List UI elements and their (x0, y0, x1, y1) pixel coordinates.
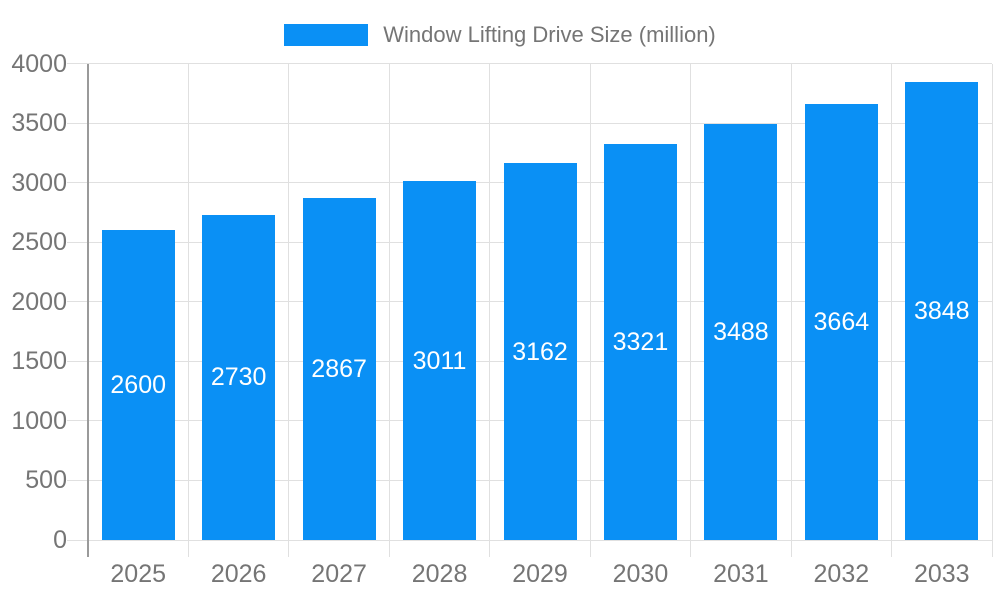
y-axis-tick (67, 182, 88, 184)
bar[interactable]: 3488 (704, 124, 778, 540)
x-axis-label: 2027 (311, 560, 367, 588)
bar-value-label: 3321 (612, 328, 669, 357)
y-axis-tick (67, 122, 88, 124)
bar[interactable]: 2867 (302, 198, 376, 540)
y-axis-tick (67, 63, 88, 64)
bar-value-label: 3011 (412, 346, 467, 375)
bar[interactable]: 2730 (202, 214, 276, 540)
gridline-vertical (790, 63, 792, 540)
legend-item[interactable]: Window Lifting Drive Size (million) (284, 24, 716, 46)
x-axis-tick (589, 540, 591, 557)
y-axis-label: 1500 (11, 347, 67, 376)
y-axis-label: 500 (25, 466, 67, 495)
x-axis-tick (991, 540, 993, 557)
x-axis-label: 2029 (512, 560, 568, 588)
x-axis-label: 2032 (813, 560, 870, 588)
y-axis-tick (67, 420, 88, 422)
gridline-vertical (187, 63, 189, 540)
y-axis-tick (67, 241, 88, 243)
y-axis-label: 1000 (11, 406, 67, 435)
y-axis-tick (67, 360, 88, 362)
x-axis-label: 2028 (411, 560, 468, 588)
y-axis-label: 2500 (11, 228, 67, 257)
gridline-horizontal (88, 122, 992, 124)
y-axis-tick (67, 539, 88, 541)
gridline-vertical (991, 63, 993, 540)
gridline-vertical (891, 63, 893, 540)
bar-value-label: 2867 (311, 355, 367, 384)
gridline-vertical (690, 63, 692, 540)
bar[interactable]: 3011 (403, 181, 477, 540)
x-axis-tick (187, 540, 189, 557)
y-axis-label: 4000 (11, 49, 67, 78)
x-axis-label: 2031 (713, 560, 769, 588)
legend: Window Lifting Drive Size (million) (0, 24, 1000, 46)
x-axis-tick (891, 540, 893, 557)
bar-value-label: 3664 (813, 307, 870, 336)
y-axis-label: 3000 (11, 168, 67, 197)
bar[interactable]: 2600 (101, 230, 175, 540)
gridline-horizontal (88, 63, 992, 64)
x-axis-tick (790, 540, 792, 557)
bar[interactable]: 3162 (503, 163, 577, 540)
x-axis-label: 2025 (110, 560, 167, 588)
x-axis-label: 2033 (913, 560, 970, 588)
y-axis-label: 0 (53, 526, 67, 554)
gridline-vertical (589, 63, 591, 540)
bar-value-label: 3488 (713, 318, 769, 347)
bar-value-label: 3162 (512, 337, 568, 366)
bar[interactable]: 3664 (804, 103, 878, 540)
y-axis-label: 3500 (11, 109, 67, 138)
gridline-horizontal (88, 539, 992, 541)
bar-value-label: 2600 (110, 371, 167, 400)
x-axis-tick (388, 540, 390, 557)
gridline-vertical (489, 63, 491, 540)
bar[interactable]: 3321 (603, 144, 677, 540)
x-axis-tick (288, 540, 290, 557)
gridline-vertical (388, 63, 390, 540)
y-axis-tick (67, 479, 88, 481)
y-axis-tick (67, 301, 88, 303)
bar-value-label: 2730 (210, 363, 267, 392)
x-axis-tick (489, 540, 491, 557)
x-axis-label: 2030 (612, 560, 669, 588)
bar-value-label: 3848 (913, 296, 970, 325)
legend-swatch (284, 24, 369, 46)
gridline-vertical (288, 63, 290, 540)
y-axis-label: 2000 (11, 287, 67, 316)
x-axis-label: 2026 (210, 560, 267, 588)
y-axis-line (87, 63, 89, 557)
legend-label: Window Lifting Drive Size (million) (383, 22, 716, 47)
x-axis-tick (690, 540, 692, 557)
bar[interactable]: 3848 (905, 81, 979, 540)
